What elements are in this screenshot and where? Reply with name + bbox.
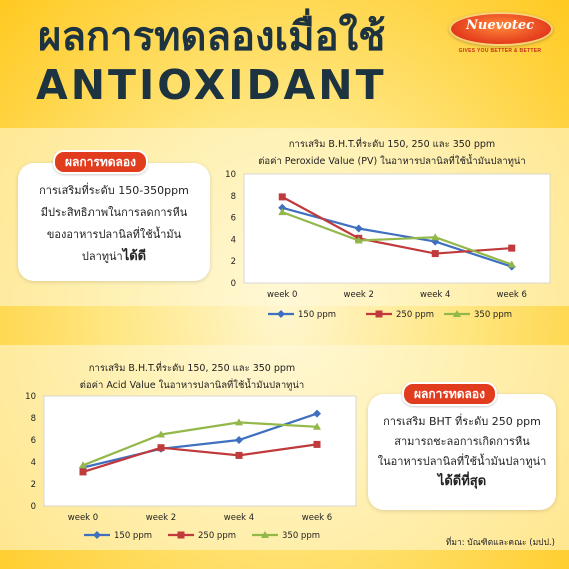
chart-2-ytick-label: 8 [31,414,36,424]
headline-antioxidant: ANTIOXIDANT [36,61,387,109]
chart-2-xtick-label: week 6 [302,513,332,523]
chart-2-data-point [79,461,87,469]
chart-2-data-point [313,409,321,418]
nuevotec-logo: Nuevotec GIVES YOU BETTER & BETTER [447,10,553,58]
source-citation: ที่มา: บัณฑิตและคณะ (มปป.) [445,538,555,548]
chart-1-xtick-label: week 6 [497,290,527,300]
result-2-emphasis: ได้ดีที่สุด [437,474,487,489]
result-card-2 [368,394,556,510]
chart-2-title: การเสริม B.H.T.ที่ระดับ 150, 250 และ 350… [22,360,362,394]
chart-2-data-point [235,451,243,459]
chart-2-data-point [313,422,321,430]
chart-1-legend-marker [375,310,383,318]
chart-2-series-line [82,412,318,469]
chart-2-legend-label: 350 ppm [282,531,320,541]
chart-2-ytick-label: 6 [31,436,36,446]
chart-1-ytick-label: 0 [231,279,236,289]
chart-2-legend-marker [261,531,269,538]
chart-2-data-point [79,468,87,476]
chart-1-legend-label: 150 ppm [298,310,336,320]
result-2-line-2: สามารถชะลอการเกิดการหืน [394,435,530,448]
chart-1-xtick-label: week 4 [420,290,450,300]
result-badge-2: ผลการทดลอง [402,382,497,406]
chart-2-data-point [313,440,321,448]
chart-2-data-point [157,430,165,438]
chart-1-title: การเสริม B.H.T.ที่ระดับ 150, 250 และ 350… [222,136,562,170]
chart-2-xtick-label: week 2 [146,513,176,523]
result-1-emphasis: ได้ดี [122,249,147,264]
result-1-line-2: มีประสิทธิภาพในการลดการหืน [40,206,188,219]
result-1-line-3: ของอาหารปลานิลที่ใช้น้ำมัน [46,228,182,241]
logo-badge [449,12,553,46]
headline-thai: ผลการทดลองเมื่อใช้ [38,14,386,60]
chart-1-ytick-label: 2 [231,257,236,267]
chart-2-ytick-label: 4 [31,458,36,468]
chart-1-data-point [431,233,440,241]
result-1-line-4: ปลาทูน่าได้ดี [18,246,210,268]
result-text-1: การเสริมที่ระดับ 150-350ppm มีประสิทธิภา… [18,180,210,268]
chart-2-ytick-label: 10 [25,392,36,402]
chart-1-data-point [507,260,516,268]
chart-1-legend-label: 350 ppm [474,310,512,320]
chart-2-xtick-label: week 4 [224,513,254,523]
chart-2-ytick-label: 2 [31,480,36,490]
chart-2-legend-marker [177,531,185,539]
result-2-line-1: การเสริม BHT ที่ระดับ 250 ppm [383,415,541,428]
chart-2-xtick-label: week 0 [68,513,98,523]
result-text-2: การเสริม BHT ที่ระดับ 250 ppm สามารถชะลอ… [368,412,556,492]
chart-1-ytick-label: 10 [225,170,236,180]
chart-2-data-point [235,418,243,426]
chart-2-legend-label: 150 ppm [114,531,152,541]
result-1-line-1: การเสริมที่ระดับ 150-350ppm [39,184,189,197]
chart-1-title-line-2: ต่อค่า Peroxide Value (PV) ในอาหารปลานิล… [258,156,526,167]
result-card-1 [18,163,210,281]
chart-2-title-line-1: การเสริม B.H.T.ที่ระดับ 150, 250 และ 350… [88,363,296,374]
chart-1-data-point [278,203,287,212]
chart-1-ytick-label: 6 [231,214,236,224]
logo-wordmark: Nuevotec [465,18,535,33]
chart-2-legend-marker [93,531,101,539]
chart-1-ytick-label: 4 [231,235,236,245]
chart-1-plot-area [243,173,551,284]
chart-1-legend-marker [277,310,285,318]
chart-2-ytick-label: 0 [31,502,36,512]
chart-2-series-line [82,443,318,473]
result-2-line-3: ในอาหารปลานิลที่ใช้น้ำมันปลาทูน่า [377,455,547,468]
chart-2-series-line [82,421,318,467]
chart-1-data-point [508,244,516,252]
chart-1-title-line-1: การเสริม B.H.T.ที่ระดับ 150, 250 และ 350… [288,139,496,150]
chart-1-data-point [278,208,287,216]
result-1-line-4-prefix: ปลาทูน่า [81,250,123,263]
chart-1-xtick-label: week 0 [267,290,297,300]
chart-2-title-line-2: ต่อค่า Acid Value ในอาหารปลานิลที่ใช้น้ำ… [79,380,305,391]
chart-1-legend-marker [453,310,461,317]
chart-2-data-point [157,444,165,452]
chart-1-svg: 0 2 4 6 8 10 week 0 week 2 week 4 week 6 150 ppm 25… [225,170,551,320]
result-badge-1: ผลการทดลอง [53,150,148,174]
chart-1-data-point [354,236,363,244]
chart-1-data-point [431,250,439,258]
chart-2-svg: 0 2 4 6 8 10 week 0 week 2 week 4 week 6 150 ppm 25… [25,392,357,541]
chart-1-data-point [354,224,363,233]
chart-1-legend-label: 250 ppm [396,310,434,320]
chart-2-legend-label: 250 ppm [198,531,236,541]
chart-1-series-line [281,211,513,266]
chart-1-data-point [278,193,286,201]
chart-1-ytick-label: 8 [231,192,236,202]
logo-tagline: GIVES YOU BETTER & BETTER [458,48,542,54]
chart-1-xtick-label: week 2 [344,290,374,300]
chart-2-data-point [235,436,243,444]
